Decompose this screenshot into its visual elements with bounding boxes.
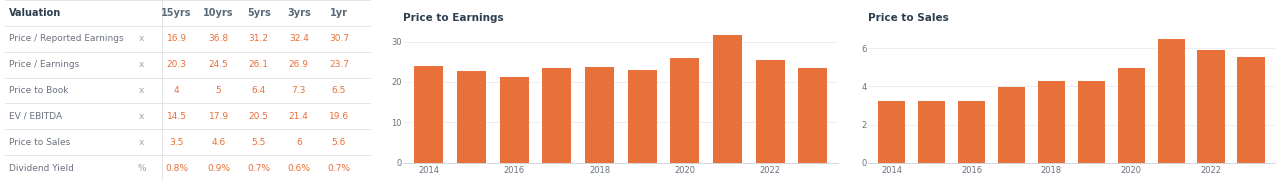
Text: 5yrs: 5yrs	[247, 8, 270, 18]
Text: 19.6: 19.6	[329, 112, 349, 121]
Text: 10yrs: 10yrs	[204, 8, 234, 18]
Text: 14.5: 14.5	[166, 112, 187, 121]
Text: x: x	[140, 34, 145, 43]
Bar	[1157, 39, 1185, 163]
Text: 5.5: 5.5	[251, 138, 266, 147]
Text: 5: 5	[215, 86, 221, 95]
Bar	[1198, 50, 1225, 163]
Text: 21.4: 21.4	[289, 112, 308, 121]
Text: x: x	[140, 60, 145, 69]
Text: 24.5: 24.5	[209, 60, 228, 69]
Text: 4: 4	[174, 86, 179, 95]
Text: 26.9: 26.9	[289, 60, 308, 69]
Bar	[585, 67, 614, 163]
Bar	[1238, 57, 1265, 163]
Bar	[627, 70, 657, 163]
Text: 0.7%: 0.7%	[247, 164, 270, 172]
Text: Price to Book: Price to Book	[9, 86, 68, 95]
Text: Price to Earnings: Price to Earnings	[403, 13, 504, 23]
Text: 36.8: 36.8	[209, 34, 229, 43]
Text: 7.3: 7.3	[292, 86, 306, 95]
Text: 32.4: 32.4	[289, 34, 308, 43]
Text: 0.6%: 0.6%	[287, 164, 310, 172]
Text: EV / EBITDA: EV / EBITDA	[9, 112, 61, 121]
Bar	[1117, 68, 1144, 163]
Text: 3.5: 3.5	[169, 138, 184, 147]
Text: x: x	[140, 86, 145, 95]
Text: x: x	[140, 112, 145, 121]
Text: 1yr: 1yr	[330, 8, 348, 18]
Text: x: x	[140, 138, 145, 147]
Text: %: %	[138, 164, 146, 172]
Text: 5.6: 5.6	[332, 138, 346, 147]
Text: 15yrs: 15yrs	[161, 8, 192, 18]
Text: Valuation: Valuation	[9, 8, 61, 18]
Bar	[671, 58, 699, 163]
Text: 23.7: 23.7	[329, 60, 349, 69]
Text: 3yrs: 3yrs	[287, 8, 311, 18]
Bar	[998, 87, 1025, 163]
Text: 6.5: 6.5	[332, 86, 346, 95]
Bar	[878, 101, 905, 163]
Text: 6.4: 6.4	[252, 86, 266, 95]
Bar	[713, 35, 742, 163]
Text: Price to Sales: Price to Sales	[9, 138, 70, 147]
Bar	[799, 68, 827, 163]
Text: 4.6: 4.6	[211, 138, 225, 147]
Bar	[918, 101, 945, 163]
Text: 26.1: 26.1	[248, 60, 269, 69]
Bar	[499, 77, 529, 163]
Text: 16.9: 16.9	[166, 34, 187, 43]
Bar	[755, 60, 785, 163]
Text: 31.2: 31.2	[248, 34, 269, 43]
Text: Price to Sales: Price to Sales	[868, 13, 948, 23]
Text: 17.9: 17.9	[209, 112, 229, 121]
Text: 20.3: 20.3	[166, 60, 187, 69]
Text: Dividend Yield: Dividend Yield	[9, 164, 74, 172]
Text: Price / Earnings: Price / Earnings	[9, 60, 79, 69]
Bar	[415, 66, 443, 163]
Text: 0.7%: 0.7%	[328, 164, 351, 172]
Text: 20.5: 20.5	[248, 112, 269, 121]
Bar	[1078, 81, 1105, 163]
Text: 6: 6	[296, 138, 302, 147]
Text: 0.9%: 0.9%	[207, 164, 230, 172]
Bar	[1038, 81, 1065, 163]
Bar	[457, 71, 486, 163]
Text: 0.8%: 0.8%	[165, 164, 188, 172]
Text: 30.7: 30.7	[329, 34, 349, 43]
Bar	[543, 68, 571, 163]
Bar	[957, 101, 986, 163]
Text: Price / Reported Earnings: Price / Reported Earnings	[9, 34, 123, 43]
